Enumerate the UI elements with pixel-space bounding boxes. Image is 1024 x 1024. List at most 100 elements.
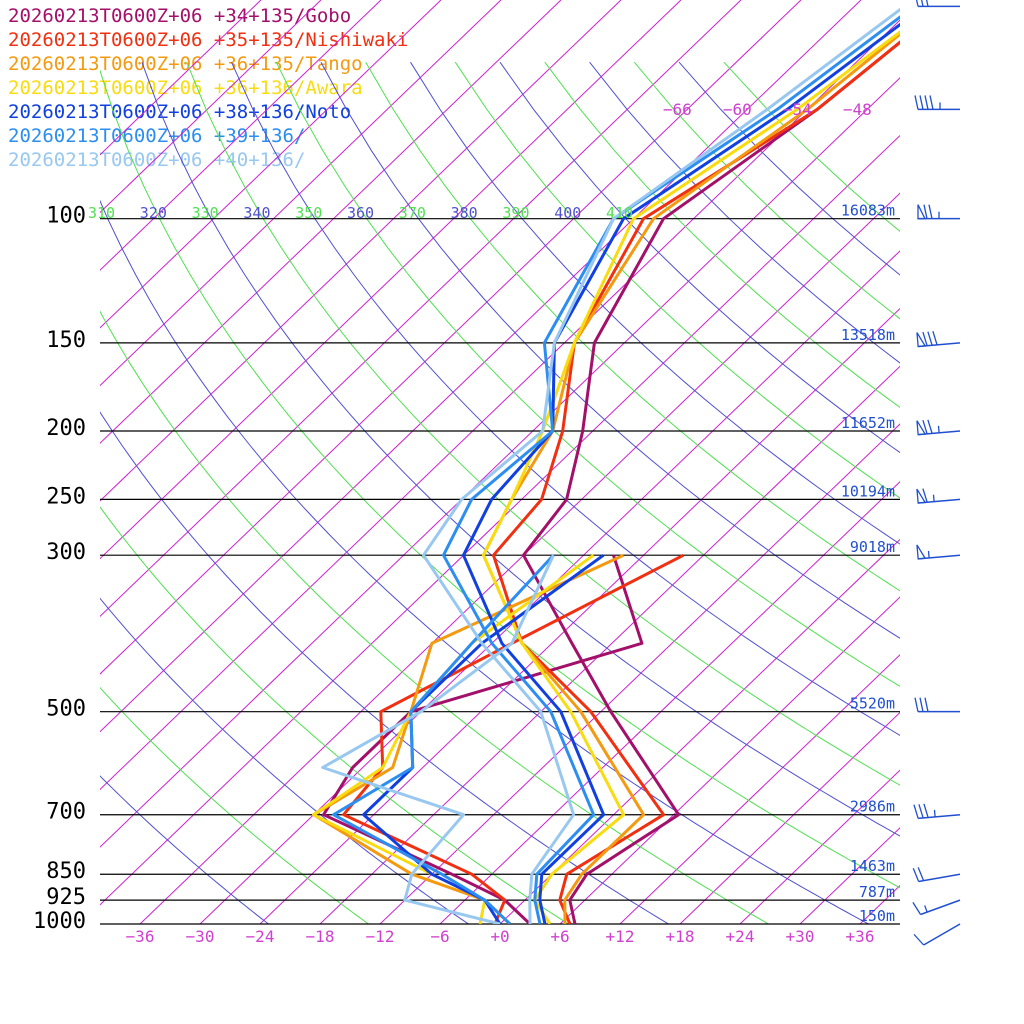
height-label: 10194m bbox=[841, 482, 895, 500]
wind-barb-feather bbox=[923, 204, 928, 219]
theta-label: 400 bbox=[554, 204, 581, 222]
temperature-tick-label: +24 bbox=[726, 927, 755, 946]
isotherm-label: −60 bbox=[723, 100, 752, 119]
wind-barb-staff bbox=[918, 873, 961, 883]
isotherm-label: −54 bbox=[783, 100, 812, 119]
wind-barb-half-feather bbox=[927, 550, 930, 558]
wind-barb-pennant bbox=[917, 204, 927, 220]
height-label: 13518m bbox=[841, 326, 895, 344]
isotherm-line bbox=[799, 827, 900, 924]
wind-barb-staff bbox=[923, 923, 961, 946]
theta-label: 340 bbox=[243, 204, 270, 222]
dry-adiabat-line bbox=[365, 61, 900, 592]
height-label: 150m bbox=[859, 907, 895, 925]
wind-barb-feather bbox=[913, 933, 925, 946]
theta-label: 390 bbox=[502, 204, 529, 222]
isotherm-line bbox=[379, 423, 900, 924]
isotherm-line bbox=[319, 365, 900, 924]
isotherm-line bbox=[199, 250, 900, 924]
temperature-tick-label: −24 bbox=[246, 927, 275, 946]
temperature-profile-4 bbox=[462, 22, 900, 924]
pressure-tick-label: 100 bbox=[46, 204, 86, 229]
isotherm-line bbox=[100, 0, 622, 502]
wind-barb-staff bbox=[918, 813, 961, 820]
wind-barb-feather bbox=[915, 0, 919, 7]
theta-label: 320 bbox=[140, 204, 167, 222]
wind-barb-feather bbox=[924, 95, 929, 110]
dry-adiabat-line bbox=[141, 62, 900, 837]
dry-adiabat-line bbox=[100, 506, 569, 924]
temperature-profile-0 bbox=[522, 40, 900, 924]
isotherm-line bbox=[139, 192, 900, 924]
wind-barb-feather bbox=[924, 697, 929, 712]
height-label: 2986m bbox=[850, 798, 895, 816]
isotherm-line bbox=[100, 77, 900, 848]
wind-barb-feather bbox=[912, 868, 920, 882]
temperature-profile-5 bbox=[442, 15, 900, 924]
wind-barb-feather bbox=[925, 0, 929, 7]
temperature-tick-label: −30 bbox=[186, 927, 215, 946]
wind-barb-feather bbox=[917, 867, 925, 881]
wind-barb-feather bbox=[913, 804, 919, 819]
isotherm-line bbox=[100, 0, 562, 444]
temperature-tick-label: +36 bbox=[846, 927, 875, 946]
temperature-profile-6 bbox=[422, 7, 900, 924]
wind-barb-pennant bbox=[916, 544, 927, 560]
dewpoint-profile-3 bbox=[312, 553, 595, 924]
dry-adiabat-line bbox=[100, 597, 469, 924]
temperature-tick-label: +30 bbox=[786, 927, 815, 946]
dewpoint-profile-6 bbox=[321, 554, 555, 924]
theta-label: 350 bbox=[295, 204, 322, 222]
isotherm-line bbox=[499, 538, 900, 924]
isotherm-line bbox=[100, 0, 802, 675]
legend-entry-noto: 20260213T0600Z+06 +38+136/Noto bbox=[8, 101, 352, 123]
dry-adiabat-line bbox=[275, 61, 900, 687]
isotherm-label: −48 bbox=[843, 100, 872, 119]
wind-barb-feather bbox=[920, 0, 924, 7]
wind-barb-feather bbox=[923, 803, 929, 818]
isotherm-line bbox=[739, 769, 900, 924]
temperature-tick-label: +6 bbox=[550, 927, 569, 946]
pressure-tick-label: 1000 bbox=[33, 909, 86, 934]
theta-label: 370 bbox=[399, 204, 426, 222]
theta-label: 410 bbox=[606, 204, 633, 222]
temperature-tick-label: −6 bbox=[430, 927, 449, 946]
temperature-tick-label: −18 bbox=[306, 927, 335, 946]
isotherm-line bbox=[559, 596, 900, 924]
dry-adiabat-line bbox=[100, 310, 769, 924]
legend-entry-nishiwaki: 20260213T0600Z+06 +35+135/Nishiwaki bbox=[8, 29, 409, 51]
dry-adiabat-line bbox=[186, 62, 900, 786]
wind-barb-feather bbox=[922, 331, 928, 346]
isotherm-label: −66 bbox=[663, 100, 692, 119]
height-label: 787m bbox=[859, 883, 895, 901]
pressure-tick-label: 850 bbox=[46, 859, 86, 884]
isotherm-line bbox=[100, 0, 442, 329]
isotherm-line bbox=[259, 307, 900, 924]
height-label: 11652m bbox=[841, 414, 895, 432]
dry-adiabat-line bbox=[231, 61, 900, 736]
isotherm-line bbox=[100, 19, 900, 791]
isotherm-line bbox=[619, 654, 900, 924]
pressure-tick-label: 200 bbox=[46, 416, 86, 441]
temperature-profile-1 bbox=[492, 40, 900, 924]
pressure-tick-label: 250 bbox=[46, 484, 86, 509]
dry-adiabat-line bbox=[499, 61, 900, 454]
dry-adiabat-line bbox=[410, 61, 900, 545]
temperature-tick-label: +18 bbox=[666, 927, 695, 946]
theta-label: 330 bbox=[192, 204, 219, 222]
wind-barb-pennant bbox=[916, 332, 927, 348]
isotherm-line bbox=[100, 0, 262, 156]
wind-barb-half-feather bbox=[924, 905, 928, 913]
pressure-tick-label: 150 bbox=[46, 328, 86, 353]
dry-adiabat-line bbox=[100, 199, 869, 924]
dry-adiabat-line bbox=[100, 69, 900, 889]
wind-barb-feather bbox=[914, 95, 919, 110]
isotherm-line bbox=[100, 0, 322, 214]
wind-barb-pennant bbox=[916, 420, 927, 436]
wind-barb-feather bbox=[929, 95, 934, 110]
temperature-tick-label: +12 bbox=[606, 927, 635, 946]
wind-barb-half-feather bbox=[933, 809, 936, 817]
theta-label: 360 bbox=[347, 204, 374, 222]
temperature-tick-label: +0 bbox=[490, 927, 509, 946]
